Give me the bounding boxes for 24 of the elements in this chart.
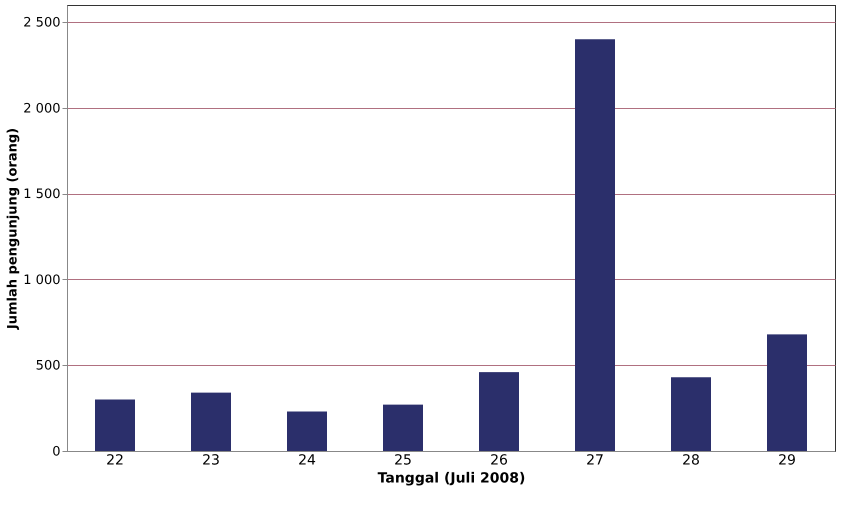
y-tick-label: 500 bbox=[36, 358, 60, 374]
bar bbox=[287, 412, 327, 451]
y-axis-title: Jumlah pengunjung (orang) bbox=[5, 128, 20, 330]
x-tick-label: 22 bbox=[106, 452, 124, 468]
x-tick-label: 23 bbox=[202, 452, 220, 468]
y-tick-label: 2 000 bbox=[23, 101, 60, 116]
bar bbox=[767, 334, 807, 451]
bar bbox=[479, 372, 519, 451]
x-tick-label: 27 bbox=[586, 452, 604, 468]
bar bbox=[575, 39, 615, 451]
y-tick-label: 0 bbox=[52, 444, 60, 460]
bar bbox=[671, 377, 711, 451]
x-tick-label: 25 bbox=[394, 452, 412, 468]
bar bbox=[191, 392, 231, 451]
bar bbox=[383, 404, 423, 451]
y-tick-label: 1 500 bbox=[23, 187, 60, 202]
x-axis-title: Tanggal (Juli 2008) bbox=[378, 470, 526, 486]
x-tick-label: 26 bbox=[490, 452, 508, 468]
y-tick-label: 2 500 bbox=[23, 16, 60, 31]
x-tick-label: 24 bbox=[298, 452, 316, 468]
x-tick-label: 29 bbox=[778, 452, 796, 468]
bar bbox=[95, 400, 135, 451]
y-tick-label: 1 000 bbox=[23, 272, 60, 288]
x-tick-label: 28 bbox=[682, 452, 700, 468]
